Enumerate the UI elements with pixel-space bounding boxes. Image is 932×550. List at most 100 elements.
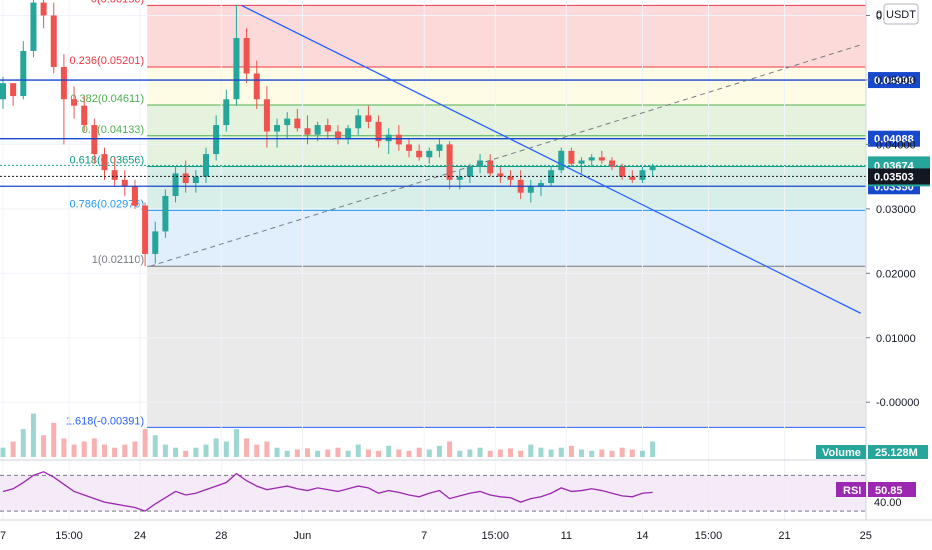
candle [507,170,514,187]
volume-bar [467,449,473,457]
volume-bar [315,450,321,457]
price-tick-top: 0 [876,9,882,21]
time-tick-label: 14 [636,530,648,542]
volume-bar [254,444,260,457]
candle [71,86,78,119]
time-axis[interactable]: 7 15:00 24 28 Jun 7 15:00 11 14 15:00 21 25 [0,519,932,542]
currency-button[interactable]: USDT [883,3,919,25]
candle [487,154,494,177]
currency-label[interactable]: USDT [886,9,916,21]
candle-body [172,173,179,196]
volume-bar [518,450,524,457]
candle-body [558,150,565,171]
volume-bar [335,447,341,457]
volume-bar [650,441,656,457]
horizontal-line-tag-label: 0.04998 [874,75,914,87]
volume-bar [497,449,503,457]
candle [192,170,199,193]
volume-bar [528,444,534,457]
candle-body [314,125,321,135]
volume-bar [274,447,280,457]
candle [426,147,433,164]
candle-body [274,125,281,132]
candle-body [294,118,301,129]
candle-body [355,115,362,129]
candle-body [233,38,240,100]
rsi-label: RSI [843,485,861,497]
candle-body [537,183,544,187]
candle [243,28,250,84]
price-tick-label: 0.03000 [876,204,916,216]
candle-body [365,115,372,122]
rsi-pane[interactable] [0,459,866,512]
volume-bar [294,449,300,457]
volume-bar [152,435,158,457]
volume-bar [629,449,635,457]
volume-label: Volume [822,447,861,459]
volume-bar [447,441,453,457]
candle-body [548,170,555,184]
candle [324,118,331,138]
candle-body [619,166,626,177]
fib-level-label: 0(0.06156) [91,0,144,5]
candle-body [0,83,6,100]
time-tick-label: 7 [421,530,427,542]
fib-zone [147,266,866,428]
fib-zone [147,166,866,211]
rsi-legend[interactable]: RSI 50.85 40.00 [836,482,916,509]
candle [304,115,311,145]
candle-body [91,125,98,155]
fib-level-label: 0.382(0.04611) [70,93,144,105]
candle [0,76,6,109]
candle-body [223,99,230,126]
fib-zone [147,135,866,167]
volume-legend[interactable]: Volume 25.128M [816,445,928,459]
volume-bar [325,449,331,457]
candle [558,147,565,174]
volume-bar [589,450,595,457]
price-tick-label: 0.05000 [876,75,916,87]
volume-bar [579,449,585,457]
candle-body [456,176,463,180]
drawing-lines[interactable] [0,4,866,314]
candle-body [324,125,331,132]
candle [213,115,220,161]
volume-bar [30,413,36,457]
volume-bar [477,447,483,457]
candle [131,179,138,209]
fib-retracement[interactable]: 0(0.06156) 0.236(0.05201) 0.382(0.04611) 0.… [66,0,866,428]
candle [294,108,301,132]
candle-body [578,160,585,164]
volume-bar [61,438,67,457]
candle-body [416,150,423,158]
candle-body [213,125,220,155]
candle [162,189,169,238]
candle-body [426,150,433,158]
candle [355,108,362,135]
candle [60,54,67,145]
time-tick-label: 28 [215,530,227,542]
price-axis[interactable]: 0.049980.040880.033500.060000.050000.040… [865,0,930,520]
volume-bar [365,449,371,457]
volume-bar [416,447,422,457]
volume-bar [162,444,168,457]
candle [233,5,240,106]
volume-bars [0,413,656,457]
candle-body [406,144,412,151]
candle-body [30,2,37,51]
horizontal-line-tag [868,130,920,147]
candle [142,202,149,267]
trend-line [241,4,861,314]
candle [334,125,341,145]
volume-bar [142,429,148,457]
volume-bar [386,445,392,457]
candle-body [81,105,88,126]
rsi-tick: 40.00 [874,497,902,509]
candle-body [263,99,270,132]
candle [274,118,281,148]
candle-body [253,73,260,100]
volume-bar [436,445,442,457]
candle [588,154,595,167]
